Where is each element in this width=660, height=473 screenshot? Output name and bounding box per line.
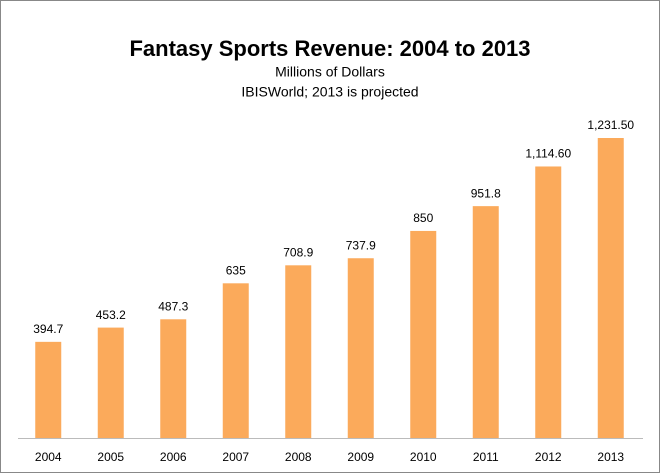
x-tick-label: 2007 [222,450,249,464]
data-label: 487.3 [158,299,188,313]
bar [160,319,187,438]
x-tick-label: 2012 [535,450,562,464]
x-tick-label: 2006 [160,450,187,464]
bar [410,230,437,438]
bar [285,265,312,438]
x-tick-label: 2004 [35,450,62,464]
data-label: 1,114.60 [525,147,571,161]
data-label: 635 [226,263,246,277]
bar [472,206,499,438]
data-label: 453.2 [96,308,126,322]
data-label: 394.7 [33,322,63,336]
bar [222,283,249,438]
x-tick-label: 2009 [347,450,374,464]
bar [35,341,62,438]
bar [535,166,562,438]
data-label: 708.9 [283,245,313,259]
data-label: 1,231.50 [587,118,634,132]
chart-subtitle: Millions of Dollars [275,64,385,80]
bar [347,258,374,438]
chart-title: Fantasy Sports Revenue: 2004 to 2013 [129,36,530,61]
x-tick-label: 2013 [597,450,624,464]
bar [597,138,624,438]
data-label: 737.9 [346,238,376,252]
x-tick-label: 2005 [97,450,124,464]
chart-source: IBISWorld; 2013 is projected [241,84,418,100]
x-tick-label: 2008 [285,450,312,464]
data-label: 951.8 [471,186,501,200]
bar [97,327,124,438]
data-label: 850 [413,211,433,225]
x-tick-label: 2011 [473,450,499,464]
x-tick-label: 2010 [410,450,437,464]
